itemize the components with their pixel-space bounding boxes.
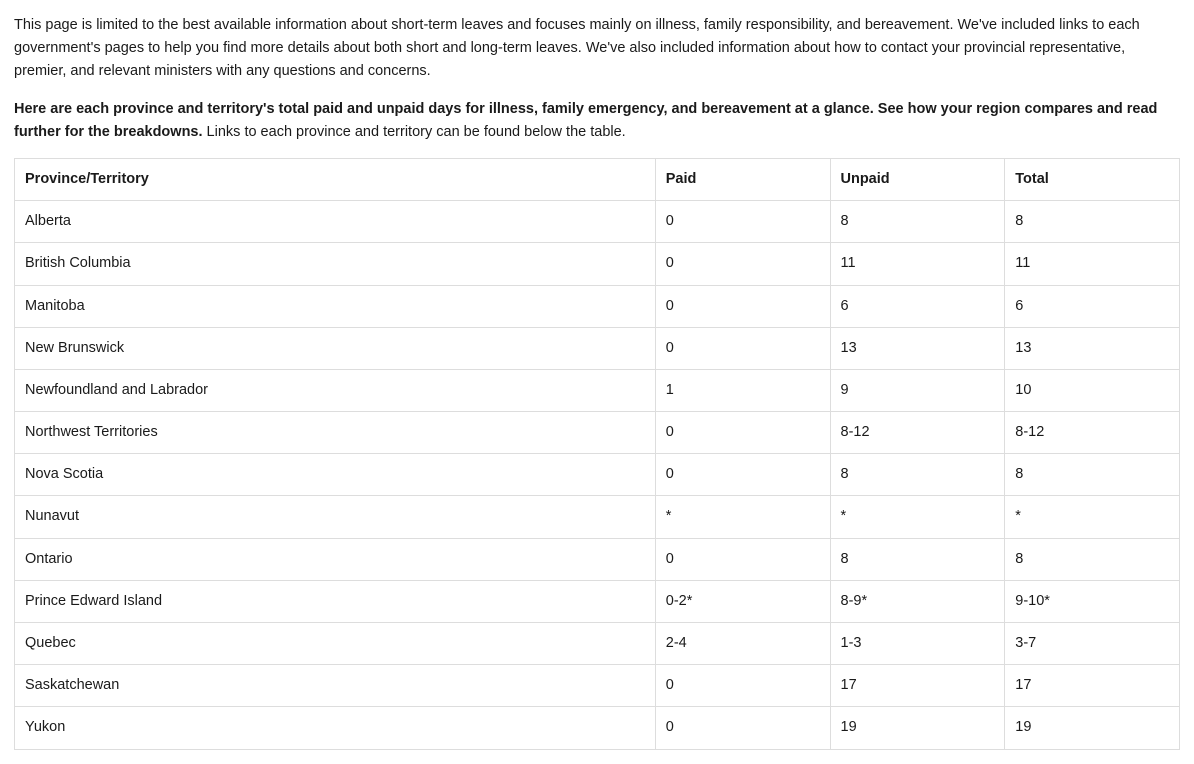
table-row: Nunavut*** <box>15 496 1180 538</box>
table-row: British Columbia01111 <box>15 243 1180 285</box>
col-header-paid: Paid <box>655 158 830 200</box>
summary-rest-text: Links to each province and territory can… <box>203 124 626 140</box>
cell-total: 8 <box>1005 454 1180 496</box>
cell-province: Prince Edward Island <box>15 580 656 622</box>
cell-paid: 0 <box>655 665 830 707</box>
cell-unpaid: 19 <box>830 707 1005 749</box>
cell-unpaid: 17 <box>830 665 1005 707</box>
table-row: Yukon01919 <box>15 707 1180 749</box>
cell-total: 6 <box>1005 285 1180 327</box>
cell-total: 10 <box>1005 369 1180 411</box>
leave-days-table: Province/Territory Paid Unpaid Total Alb… <box>14 158 1180 750</box>
cell-province: Nunavut <box>15 496 656 538</box>
cell-unpaid: 8-9* <box>830 580 1005 622</box>
cell-province: Alberta <box>15 201 656 243</box>
cell-paid: 0 <box>655 327 830 369</box>
cell-unpaid: 13 <box>830 327 1005 369</box>
cell-province: Newfoundland and Labrador <box>15 369 656 411</box>
cell-paid: 0 <box>655 201 830 243</box>
cell-paid: 0 <box>655 285 830 327</box>
cell-total: 8 <box>1005 201 1180 243</box>
summary-paragraph: Here are each province and territory's t… <box>14 98 1180 144</box>
cell-unpaid: 8 <box>830 538 1005 580</box>
table-row: Ontario088 <box>15 538 1180 580</box>
table-row: New Brunswick01313 <box>15 327 1180 369</box>
table-row: Prince Edward Island0-2*8-9*9-10* <box>15 580 1180 622</box>
cell-province: Nova Scotia <box>15 454 656 496</box>
cell-paid: * <box>655 496 830 538</box>
cell-paid: 0-2* <box>655 580 830 622</box>
table-row: Newfoundland and Labrador1910 <box>15 369 1180 411</box>
cell-province: Manitoba <box>15 285 656 327</box>
cell-unpaid: 1-3 <box>830 623 1005 665</box>
table-row: Northwest Territories08-128-12 <box>15 412 1180 454</box>
cell-paid: 0 <box>655 243 830 285</box>
table-row: Quebec2-41-33-7 <box>15 623 1180 665</box>
cell-paid: 0 <box>655 412 830 454</box>
col-header-province: Province/Territory <box>15 158 656 200</box>
cell-total: 11 <box>1005 243 1180 285</box>
cell-province: Saskatchewan <box>15 665 656 707</box>
table-header-row: Province/Territory Paid Unpaid Total <box>15 158 1180 200</box>
cell-province: New Brunswick <box>15 327 656 369</box>
cell-total: 8 <box>1005 538 1180 580</box>
cell-total: 17 <box>1005 665 1180 707</box>
cell-province: British Columbia <box>15 243 656 285</box>
cell-province: Quebec <box>15 623 656 665</box>
cell-total: 8-12 <box>1005 412 1180 454</box>
table-row: Alberta088 <box>15 201 1180 243</box>
cell-paid: 2-4 <box>655 623 830 665</box>
cell-unpaid: 6 <box>830 285 1005 327</box>
cell-paid: 0 <box>655 454 830 496</box>
col-header-unpaid: Unpaid <box>830 158 1005 200</box>
table-row: Nova Scotia088 <box>15 454 1180 496</box>
cell-total: 13 <box>1005 327 1180 369</box>
cell-unpaid: 11 <box>830 243 1005 285</box>
cell-total: 9-10* <box>1005 580 1180 622</box>
cell-unpaid: 8-12 <box>830 412 1005 454</box>
cell-total: * <box>1005 496 1180 538</box>
table-row: Manitoba066 <box>15 285 1180 327</box>
cell-paid: 0 <box>655 538 830 580</box>
cell-unpaid: 8 <box>830 454 1005 496</box>
cell-paid: 0 <box>655 707 830 749</box>
cell-province: Ontario <box>15 538 656 580</box>
cell-total: 19 <box>1005 707 1180 749</box>
cell-province: Northwest Territories <box>15 412 656 454</box>
cell-province: Yukon <box>15 707 656 749</box>
intro-paragraph: This page is limited to the best availab… <box>14 14 1180 84</box>
col-header-total: Total <box>1005 158 1180 200</box>
cell-unpaid: 8 <box>830 201 1005 243</box>
table-row: Saskatchewan01717 <box>15 665 1180 707</box>
cell-unpaid: * <box>830 496 1005 538</box>
cell-paid: 1 <box>655 369 830 411</box>
cell-unpaid: 9 <box>830 369 1005 411</box>
cell-total: 3-7 <box>1005 623 1180 665</box>
